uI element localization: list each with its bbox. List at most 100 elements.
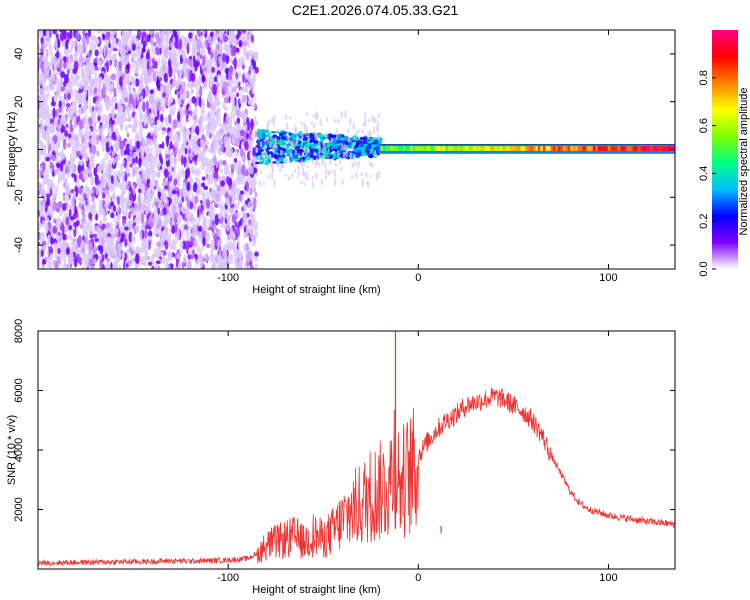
heatmap-cell (226, 215, 231, 222)
heatmap-cell (38, 43, 41, 52)
heatmap-cell (174, 161, 177, 166)
heatmap-cell (111, 119, 115, 125)
heatmap-cell (78, 186, 83, 195)
heatmap-cell (94, 49, 99, 57)
heatmap-cell (156, 109, 160, 121)
heatmap-cell (202, 236, 206, 247)
heatmap-cell (78, 234, 82, 245)
heatmap-cell (53, 242, 57, 248)
heatmap-cell (293, 169, 297, 174)
heatmap-cell (62, 114, 66, 121)
heatmap-cell (311, 180, 315, 189)
heatmap-cell (90, 162, 95, 168)
heatmap-cell (179, 241, 184, 249)
heatmap-cell (236, 124, 242, 133)
heatmap-cell (42, 161, 45, 173)
heatmap-cell (90, 63, 95, 75)
heatmap-cell (227, 69, 233, 81)
heatmap-cell (217, 228, 222, 238)
heatmap-cell (377, 170, 381, 179)
heatmap-cell (94, 242, 97, 255)
heatmap-cell (154, 60, 158, 70)
heatmap-cell (95, 38, 100, 45)
heatmap-cell (119, 76, 123, 87)
heatmap-cell (361, 128, 364, 134)
heatmap-cell (179, 68, 183, 76)
heatmap-cell (650, 146, 654, 151)
heatmap-cell (80, 159, 84, 166)
heatmap-cell (42, 30, 47, 37)
heatmap-cell (141, 178, 146, 186)
plot-frame (37, 330, 676, 570)
heatmap-cell (249, 261, 253, 268)
heatmap-cell (212, 83, 217, 96)
heatmap-cell (69, 208, 72, 219)
y-axis-label: Frequency (Hz) (6, 112, 18, 188)
heatmap-cell (98, 182, 103, 194)
x-axis-label: Height of straight line (km) (252, 284, 380, 296)
heatmap-cell (254, 130, 258, 138)
heatmap-cell (213, 30, 217, 38)
heatmap-cell (101, 146, 105, 153)
heatmap-cell (373, 149, 377, 157)
heatmap-cell (125, 123, 128, 134)
heatmap-cell (182, 92, 188, 99)
heatmap-cell (102, 33, 105, 39)
heatmap-cell (38, 68, 42, 75)
heatmap-cell (309, 139, 314, 143)
heatmap-cell (239, 225, 244, 231)
heatmap-cell (111, 30, 115, 36)
heatmap-cell (242, 45, 247, 57)
heatmap-cell (238, 193, 242, 202)
heatmap-cell (325, 132, 328, 138)
heatmap-cell (289, 115, 292, 120)
heatmap-cell (532, 146, 536, 151)
heatmap-cell (485, 146, 489, 151)
heatmap-cell (218, 65, 223, 71)
heatmap-cell (177, 154, 181, 163)
heatmap-cell (547, 146, 551, 151)
heatmap-cell (106, 173, 111, 183)
heatmap-cell (176, 253, 179, 260)
heatmap-cell (154, 56, 158, 62)
heatmap-cell (470, 146, 474, 151)
heatmap-cell (238, 172, 243, 185)
heatmap-cell (122, 41, 128, 46)
heatmap-cell (38, 258, 41, 268)
heatmap-cell (465, 146, 469, 151)
heatmap-cell (103, 45, 106, 57)
heatmap-cell (73, 221, 78, 228)
heatmap-cell (290, 141, 293, 150)
heatmap-cell (197, 208, 200, 219)
heatmap-cell (179, 124, 183, 133)
heatmap-cell (188, 106, 192, 112)
heatmap-cell (236, 92, 240, 98)
heatmap-cell (236, 117, 240, 124)
heatmap-cell (302, 161, 306, 167)
heatmap-cell (136, 130, 140, 143)
heatmap-cell (88, 258, 93, 267)
heatmap-cell (174, 212, 180, 218)
heatmap-cell (54, 261, 58, 269)
heatmap-cell (169, 240, 174, 250)
heatmap-cell (630, 146, 634, 151)
heatmap-cell (150, 67, 155, 74)
heatmap-cell (672, 146, 675, 151)
heatmap-cell (88, 138, 94, 144)
heatmap-cell (271, 164, 274, 172)
heatmap-cell (252, 217, 256, 224)
heatmap-cell (200, 109, 206, 115)
heatmap-cell (252, 147, 257, 157)
heatmap-cell (121, 33, 126, 40)
heatmap-cell (69, 119, 73, 125)
heatmap-cell (45, 156, 51, 162)
heatmap-cell (83, 192, 87, 200)
heatmap-cell (206, 199, 211, 209)
heatmap-cell (94, 71, 98, 82)
heatmap-cell (44, 173, 50, 178)
heatmap-cell (99, 46, 103, 57)
heatmap-cell (330, 137, 333, 144)
x-tick-label: 0 (415, 272, 421, 284)
heatmap-cell (342, 151, 346, 159)
heatmap-cell (294, 145, 301, 150)
